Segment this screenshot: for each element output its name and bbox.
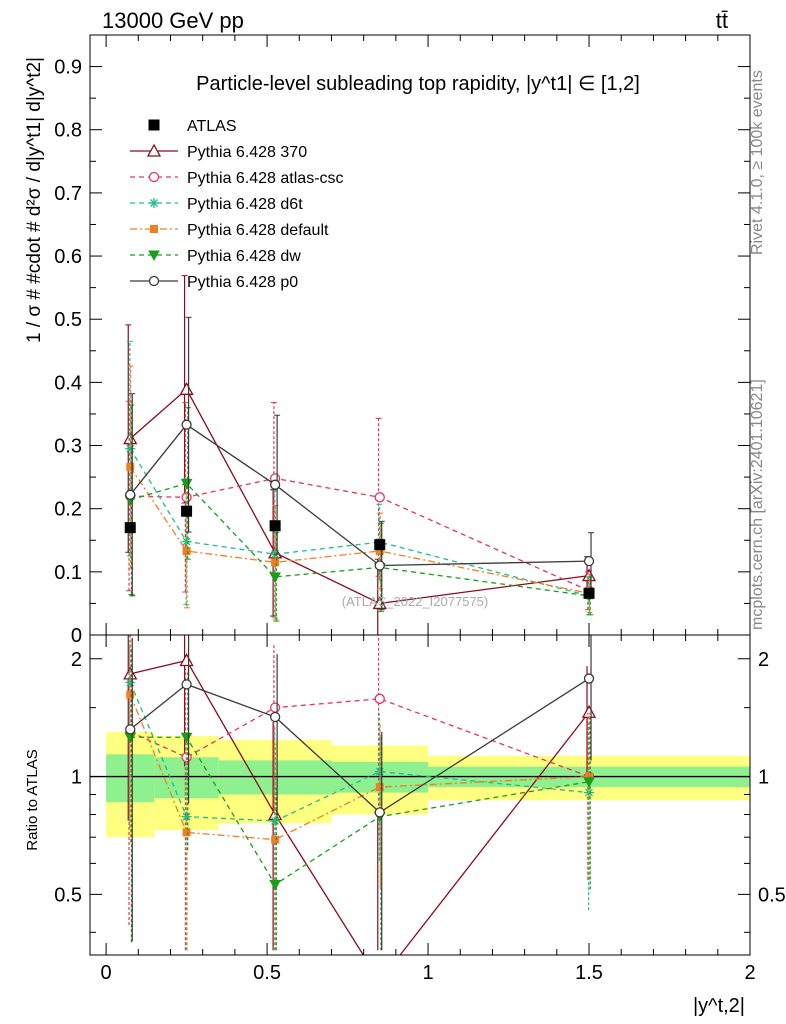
series-point (125, 489, 136, 500)
legend-marker (149, 198, 159, 208)
ratio-point (374, 975, 386, 986)
atlas-point (269, 520, 281, 532)
legend-label: Pythia 6.428 d6t (187, 196, 303, 213)
series-line (130, 477, 590, 592)
atlas-point (124, 522, 136, 534)
ratio-point (581, 704, 597, 718)
top-ytick-label: 0.7 (54, 183, 82, 205)
top-ytick-label: 0.4 (54, 372, 82, 394)
ratio-point (585, 772, 594, 781)
series-point (374, 560, 385, 571)
x-axis-label: |y^t,2| (693, 995, 745, 1017)
rivet-side-label: Rivet 4.1.0, ≥ 100k events (749, 70, 766, 255)
xtick-label: 1.5 (575, 962, 603, 984)
legend-label: Pythia 6.428 default (187, 222, 329, 239)
series-point (271, 558, 280, 567)
xtick-label: 0.5 (253, 962, 281, 984)
watermark: (ATLAS_2022_I2077575) (342, 594, 488, 609)
series-point (182, 547, 191, 555)
ratio-ytick-label-right: 2 (758, 649, 769, 671)
top-ytick-label: 0 (71, 625, 82, 647)
ratio-point (179, 653, 194, 667)
top-panel: 0 0.1 0.2 0.3 0.4 0.5 0.6 0.7 0.8 0.9 Particle-le… (24, 34, 751, 647)
ratio-point (269, 702, 281, 713)
ratio-ytick-label: 1 (71, 767, 82, 789)
legend-label: Pythia 6.428 atlas-csc (187, 170, 344, 187)
series-point (126, 463, 135, 471)
top-ylabel: 1 / σ # #cdot # d²σ / d|y^t1| d|y^t2| (24, 57, 45, 343)
ratio-point (583, 777, 595, 788)
xtick-label: 1 (422, 962, 433, 984)
ratio-point (125, 724, 136, 735)
energy-label: 13000 GeV pp (102, 8, 244, 33)
ratio-point (126, 690, 135, 699)
ratio-point (271, 835, 280, 844)
series-line (130, 482, 590, 597)
ratio-point (375, 783, 384, 792)
series-point (583, 555, 595, 567)
ratio-point (583, 673, 595, 684)
legend-label: Pythia 6.428 370 (187, 144, 307, 161)
xtick-label: 2 (744, 962, 755, 984)
ratio-ytick-label: 0.5 (54, 884, 82, 906)
ratio-ytick-label-right: 1 (758, 767, 769, 789)
ratio-point (181, 679, 192, 690)
top-ytick-label: 0.8 (54, 120, 82, 142)
ratio-ytick-label: 2 (71, 649, 82, 671)
top-ytick-label: 0.2 (54, 499, 82, 521)
series-point (269, 479, 281, 490)
ratio-series-line (129, 694, 590, 841)
series-line (129, 466, 590, 594)
series-point (374, 492, 385, 503)
series-point (269, 572, 281, 583)
legend-marker (148, 171, 160, 183)
atlas-point (583, 587, 595, 599)
top-title: Particle-level subleading top rapidity, … (196, 73, 640, 95)
legend-label: Pythia 6.428 p0 (187, 274, 298, 291)
legend-marker (148, 275, 160, 287)
top-ytick-label: 0.9 (54, 57, 82, 79)
series-point (181, 419, 192, 430)
top-ytick-label: 0.3 (54, 436, 82, 458)
legend-atlas-marker (148, 119, 160, 131)
xtick-label: 0 (101, 962, 112, 984)
legend-marker (150, 225, 158, 233)
atlas-point (374, 539, 386, 551)
series-point (375, 547, 384, 555)
process-label: tt̄ (716, 8, 728, 33)
ratio-panel: 0.5 0.5 1 1 2 2 0 0.5 1 1.5 2 Ratio to ATLAS |y^t… (24, 35, 786, 1017)
ratio-point (182, 828, 191, 837)
mcplots-side-label: mcplots.cern.ch [arXiv:2401.10621] (749, 379, 766, 630)
series-point (179, 381, 194, 395)
atlas-point (181, 505, 193, 517)
top-ytick-label: 0.1 (54, 562, 82, 584)
series-point (372, 596, 387, 610)
top-ytick-label: 0.5 (54, 309, 82, 331)
ratio-frame (89, 634, 751, 956)
legend-marker (146, 143, 162, 157)
legend-label: Pythia 6.428 dw (187, 248, 301, 265)
legend-marker (148, 250, 160, 262)
ratio-point (269, 879, 281, 891)
ratio-point (374, 693, 385, 704)
ratio-ytick-label-right: 0.5 (758, 884, 786, 906)
legend-atlas-label: ATLAS (187, 118, 237, 135)
ratio-ylabel: Ratio to ATLAS (24, 749, 41, 850)
series-line (129, 448, 590, 597)
top-ytick-label: 0.6 (54, 246, 82, 268)
legend: ATLAS Pythia 6.428 370 Pythia 6.428 atlas-… (130, 118, 344, 291)
ratio-point (374, 807, 385, 818)
ratio-point (269, 711, 281, 723)
